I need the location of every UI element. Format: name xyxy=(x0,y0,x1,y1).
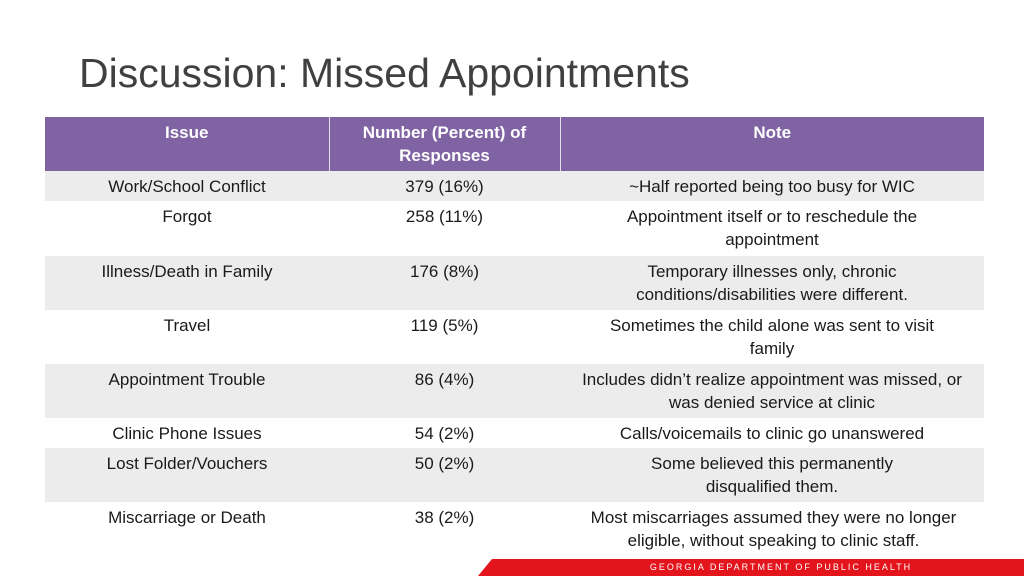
cell-note-text: Sometimes the child alone was sent to vi… xyxy=(609,316,935,358)
cell-note-text: Most miscarriages assumed they were no l… xyxy=(590,508,957,550)
cell-note: Calls/voicemails to clinic go unanswered xyxy=(619,424,925,443)
table-row: Travel 119 (5%) Sometimes the child alon… xyxy=(45,310,984,364)
cell-count: 86 (4%) xyxy=(329,364,560,418)
table-row: Clinic Phone Issues 54 (2%) Calls/voicem… xyxy=(45,418,984,448)
cell-note: ~Half reported being too busy for WIC xyxy=(560,171,984,201)
cell-issue: Illness/Death in Family xyxy=(45,256,329,310)
cell-count: 176 (8%) xyxy=(329,256,560,310)
cell-count: 38 (2%) xyxy=(414,508,475,527)
table-row: Lost Folder/Vouchers 50 (2%) Some believ… xyxy=(45,448,984,502)
cell-issue: Forgot xyxy=(162,207,212,226)
table-header-row: Issue Number (Percent) of Responses Note xyxy=(45,117,984,171)
table-row: Miscarriage or Death 38 (2%) Most miscar… xyxy=(45,502,984,556)
table-row: Work/School Conflict 379 (16%) ~Half rep… xyxy=(45,171,984,201)
header-number-percent-label: Number (Percent) of Responses xyxy=(362,123,527,165)
cell-issue: Appointment Trouble xyxy=(45,364,329,418)
header-note: Note xyxy=(560,117,984,171)
cell-issue: Travel xyxy=(163,316,211,335)
table-row: Forgot 258 (11%) Appointment itself or t… xyxy=(45,201,984,256)
footer-bar: GEORGIA DEPARTMENT OF PUBLIC HEALTH xyxy=(478,559,1024,576)
cell-issue: Miscarriage or Death xyxy=(108,508,266,527)
cell-note-text: Includes didn’t realize appointment was … xyxy=(582,370,962,412)
table-row: Illness/Death in Family 176 (8%) Tempora… xyxy=(45,256,984,310)
table-row: Appointment Trouble 86 (4%) Includes did… xyxy=(45,364,984,418)
cell-note: Includes didn’t realize appointment was … xyxy=(560,364,984,418)
cell-note: Some believed this permanently disqualif… xyxy=(560,448,984,502)
page-title: Discussion: Missed Appointments xyxy=(79,50,690,96)
cell-note-text: Temporary illnesses only, chronic condit… xyxy=(636,262,908,304)
header-issue: Issue xyxy=(45,117,330,171)
cell-issue: Work/School Conflict xyxy=(45,171,329,201)
cell-note: Temporary illnesses only, chronic condit… xyxy=(560,256,984,310)
missed-appointments-table: Issue Number (Percent) of Responses Note… xyxy=(45,117,984,556)
cell-issue: Clinic Phone Issues xyxy=(112,424,262,443)
cell-count: 258 (11%) xyxy=(405,207,484,226)
cell-note-text: Some believed this permanently disqualif… xyxy=(651,454,893,496)
cell-issue: Lost Folder/Vouchers xyxy=(45,448,329,502)
header-number-percent: Number (Percent) of Responses xyxy=(329,117,561,171)
cell-count: 379 (16%) xyxy=(329,171,560,201)
cell-count: 54 (2%) xyxy=(414,424,475,443)
cell-count: 50 (2%) xyxy=(329,448,560,502)
cell-note: Appointment itself or to reschedule the … xyxy=(560,201,984,256)
cell-note: Most miscarriages assumed they were no l… xyxy=(560,502,984,556)
cell-count: 119 (5%) xyxy=(410,316,479,335)
cell-note-text: Appointment itself or to reschedule the … xyxy=(626,207,918,249)
cell-note: Sometimes the child alone was sent to vi… xyxy=(560,310,984,364)
footer-org-name: GEORGIA DEPARTMENT OF PUBLIC HEALTH xyxy=(649,562,913,572)
